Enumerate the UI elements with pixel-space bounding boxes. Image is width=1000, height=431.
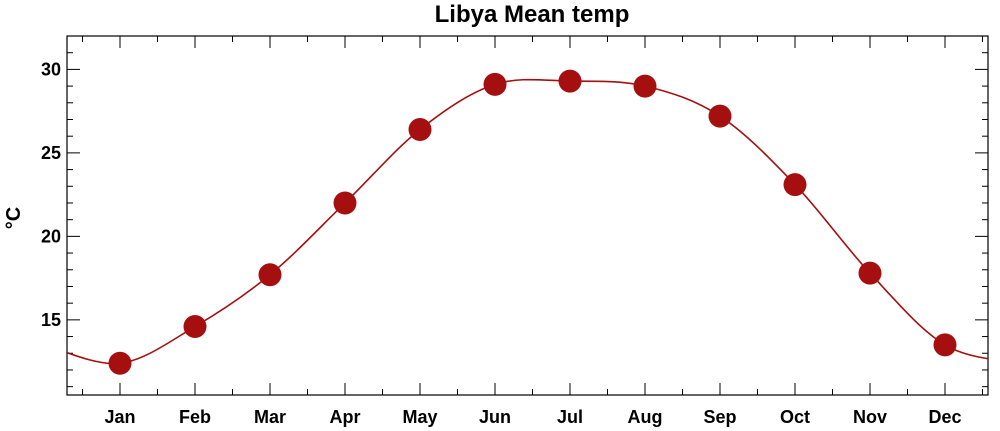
- x-tick-label: May: [402, 407, 437, 427]
- y-tick-label: 15: [41, 310, 61, 330]
- data-point: [408, 118, 432, 142]
- x-tick-label: Nov: [853, 407, 887, 427]
- x-tick-label: Dec: [928, 407, 961, 427]
- data-point: [783, 173, 807, 197]
- x-tick-label: Mar: [254, 407, 286, 427]
- x-tick-label: Aug: [628, 407, 663, 427]
- data-point: [858, 261, 882, 285]
- data-point: [558, 69, 582, 93]
- y-tick-label: 20: [41, 226, 61, 246]
- x-tick-label: Jan: [104, 407, 135, 427]
- plot-area: 15 20 25 30 Jan Feb Mar Apr May Jun Jul Aug Sep Oct No…: [41, 35, 989, 427]
- data-point: [483, 72, 507, 96]
- series-line: [67, 78, 988, 365]
- data-point: [258, 263, 282, 287]
- data-point: [183, 315, 207, 339]
- x-tick-label: Jun: [479, 407, 511, 427]
- x-tick-label: Jul: [557, 407, 583, 427]
- y-tick-label: 30: [41, 59, 61, 79]
- chart-title: Libya Mean temp: [435, 1, 630, 28]
- data-point: [333, 191, 357, 215]
- data-point: [708, 104, 732, 128]
- data-point: [633, 74, 657, 98]
- y-tick-label: 25: [41, 143, 61, 163]
- x-tick-label: Oct: [780, 407, 810, 427]
- x-tick-label: Feb: [179, 407, 211, 427]
- data-point: [933, 333, 957, 357]
- data-point: [108, 351, 132, 375]
- y-axis-label: °C: [3, 207, 25, 229]
- plot-frame: [66, 35, 989, 396]
- x-tick-label: Sep: [703, 407, 736, 427]
- x-tick-label: Apr: [330, 407, 361, 427]
